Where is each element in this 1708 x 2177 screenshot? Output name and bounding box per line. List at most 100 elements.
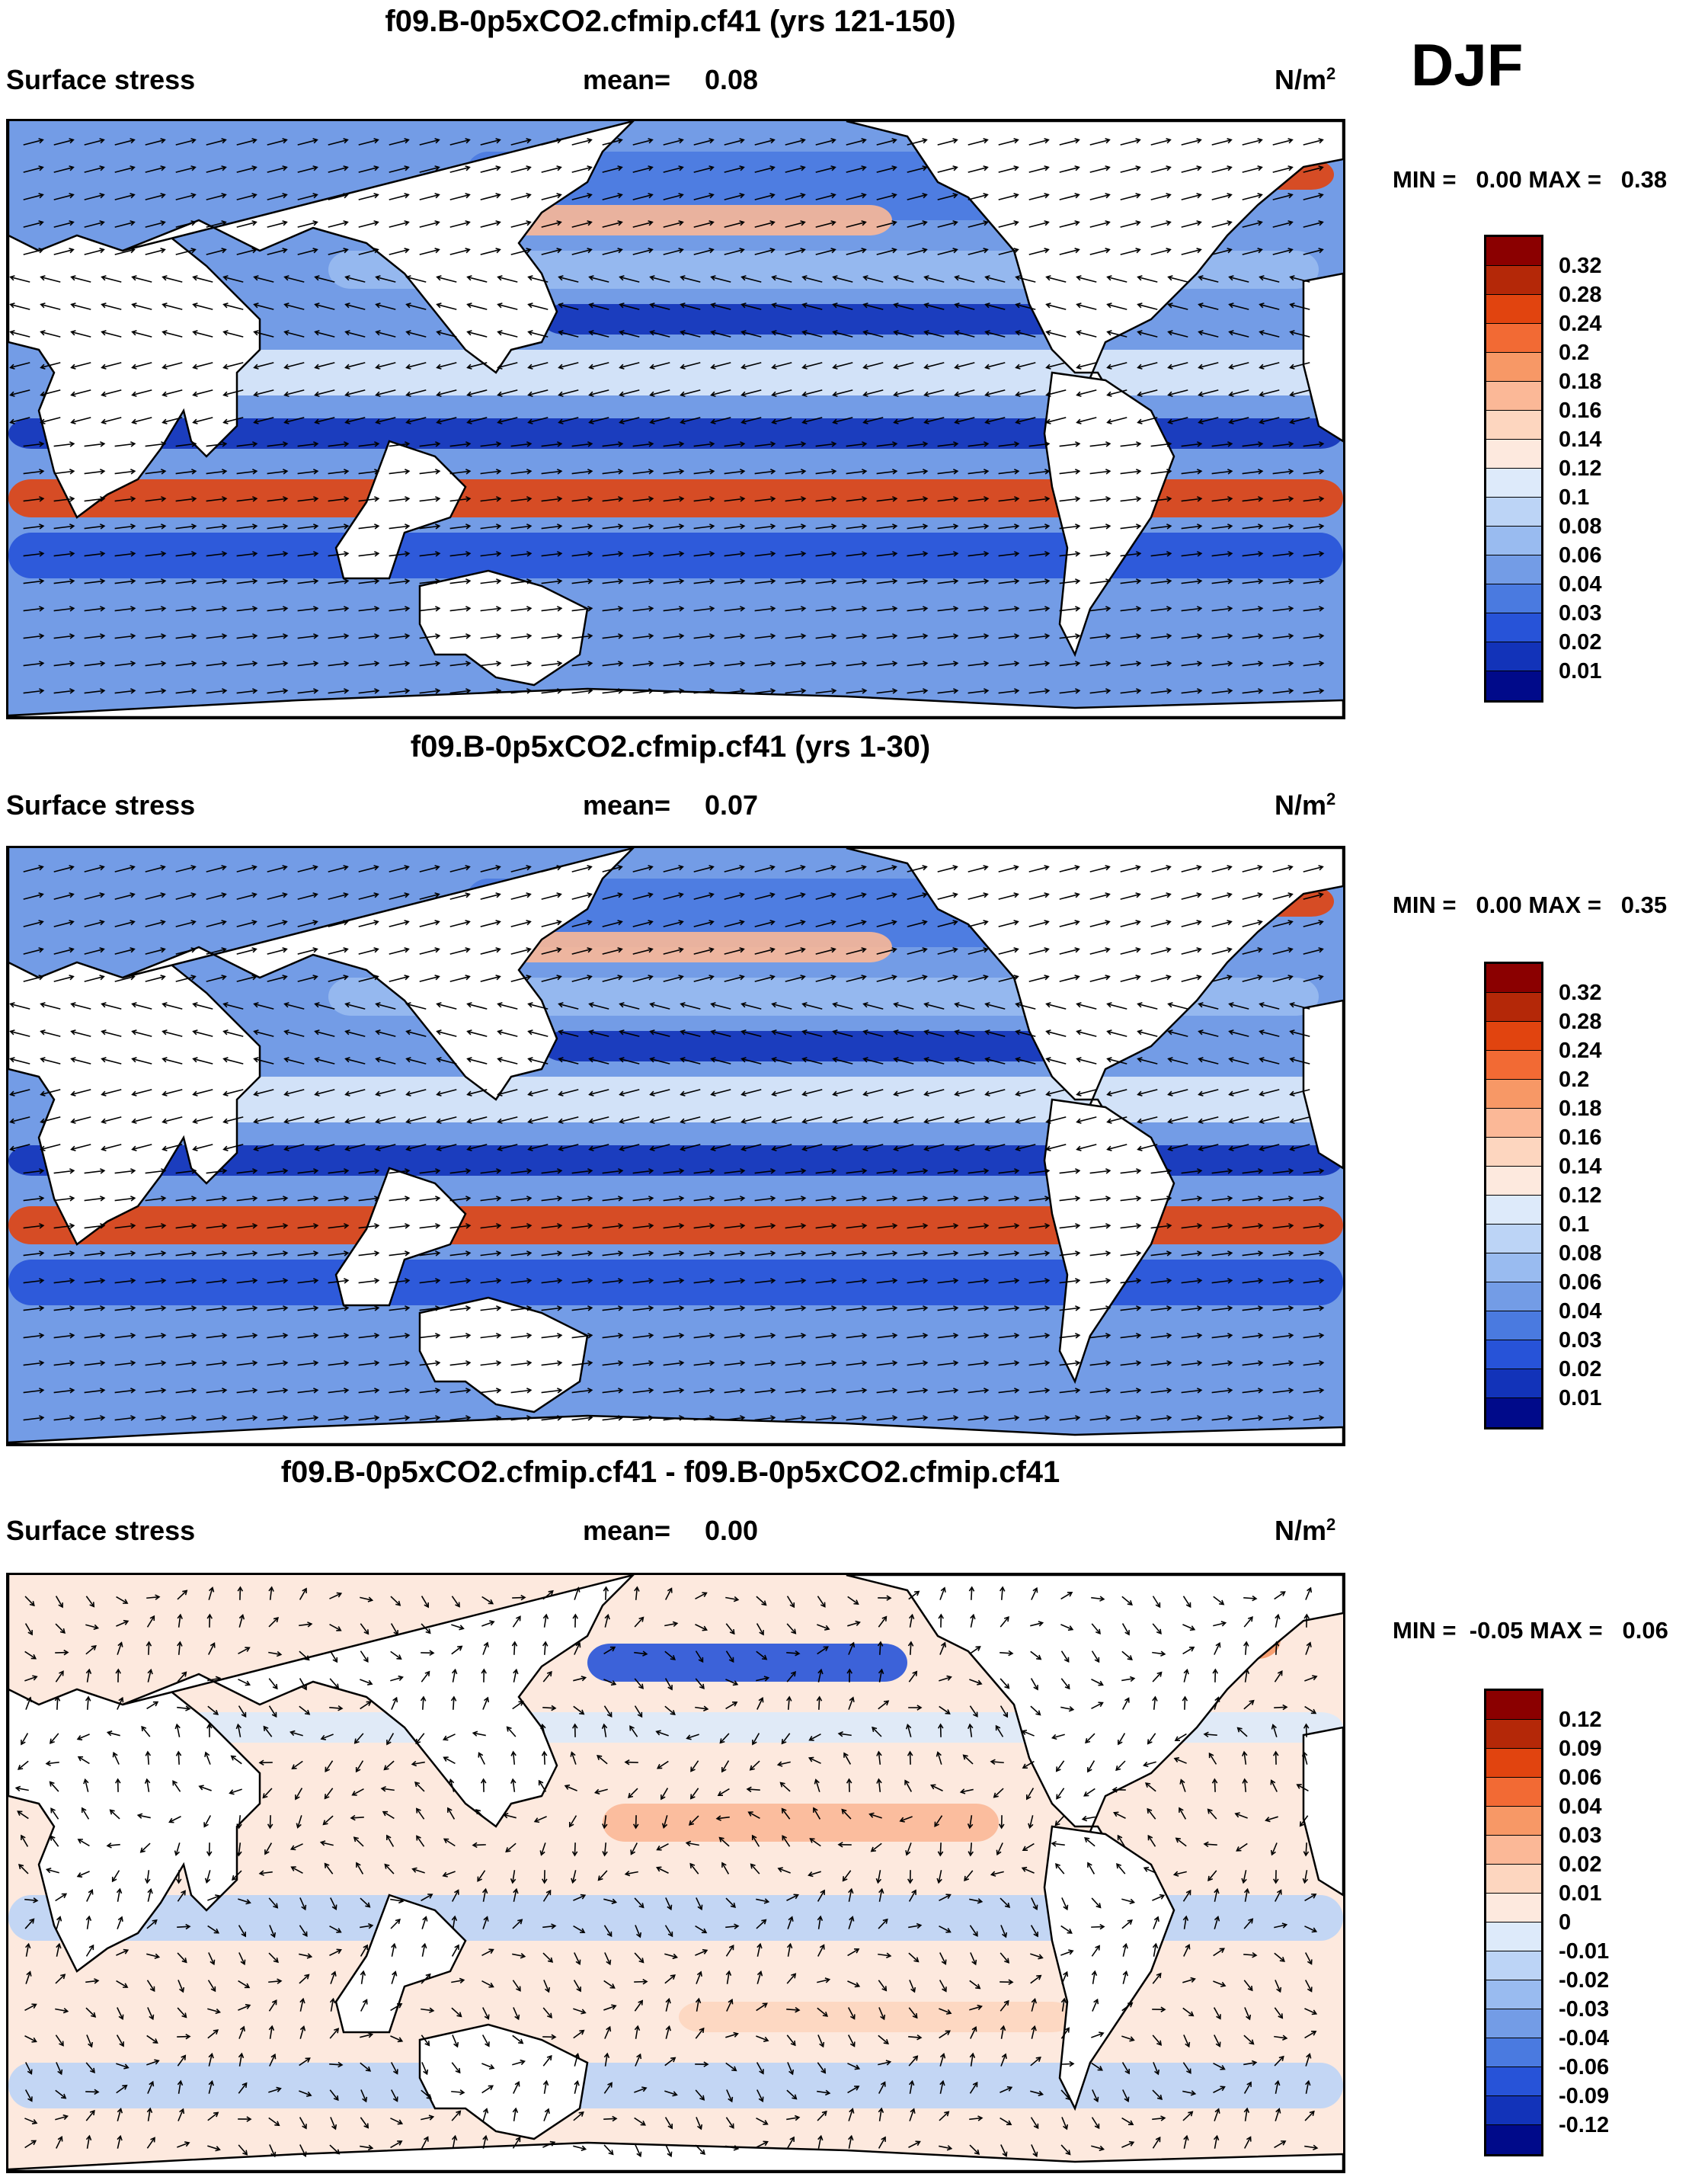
vector-head bbox=[861, 138, 867, 144]
vector-shaft bbox=[848, 1889, 852, 1902]
vector-shaft bbox=[358, 920, 379, 927]
vector-shaft bbox=[419, 1279, 440, 1284]
vector-head bbox=[739, 865, 745, 871]
vector-shaft bbox=[695, 1650, 704, 1663]
vector-head bbox=[862, 418, 868, 424]
vector-shaft bbox=[632, 1279, 653, 1284]
vector-head bbox=[1045, 275, 1051, 281]
vector-shaft bbox=[785, 1170, 805, 1174]
vector-head bbox=[1319, 1305, 1325, 1311]
vector-shaft bbox=[1304, 1926, 1317, 1932]
vector-head bbox=[283, 1057, 289, 1063]
vector-head bbox=[571, 1851, 578, 1857]
vector-head bbox=[619, 1002, 625, 1008]
vector-head bbox=[130, 1250, 136, 1257]
vector-shaft bbox=[175, 1279, 196, 1284]
vector-shaft bbox=[71, 389, 91, 396]
vector-shaft bbox=[1030, 1678, 1038, 1690]
vector-head bbox=[436, 303, 442, 309]
vector-head bbox=[649, 391, 655, 397]
vector-head bbox=[215, 1676, 222, 1682]
vector-head bbox=[1258, 1333, 1264, 1339]
vector-head bbox=[14, 1785, 21, 1791]
vector-head bbox=[734, 1923, 740, 1929]
vector-head bbox=[953, 1196, 959, 1202]
vector-head bbox=[483, 1641, 489, 1647]
vector-head bbox=[443, 1838, 449, 1844]
vector-shaft bbox=[721, 1760, 730, 1772]
vector-head bbox=[1227, 165, 1233, 171]
vector-head bbox=[945, 1927, 952, 1933]
vector-head bbox=[740, 1415, 746, 1421]
vector-shaft bbox=[449, 920, 470, 927]
vector-shaft bbox=[968, 948, 988, 955]
vector-head bbox=[1182, 1695, 1188, 1702]
vector-shaft bbox=[267, 194, 287, 200]
vector-shaft bbox=[1059, 1417, 1079, 1421]
vector-shaft bbox=[1120, 690, 1140, 694]
vector-shaft bbox=[1272, 975, 1293, 982]
weak-stress-north-pacific bbox=[465, 879, 1044, 947]
vector-shaft bbox=[1120, 1252, 1140, 1257]
vector-shaft bbox=[1211, 470, 1232, 475]
vector-shaft bbox=[1089, 443, 1110, 447]
vector-shaft bbox=[772, 1116, 792, 1123]
vector-head bbox=[1167, 1090, 1173, 1097]
vector-shaft bbox=[787, 1916, 793, 1929]
vector-shaft bbox=[421, 1671, 430, 1682]
vector-head bbox=[781, 1739, 787, 1745]
vector-head bbox=[638, 1958, 644, 1964]
vector-head bbox=[497, 303, 503, 309]
vector-shaft bbox=[175, 975, 196, 982]
vector-head bbox=[954, 1145, 960, 1151]
vector-head bbox=[99, 975, 105, 981]
vector-shaft bbox=[53, 1225, 74, 1229]
vector-head bbox=[465, 138, 471, 144]
vector-head bbox=[770, 523, 776, 530]
vector-shaft bbox=[510, 248, 531, 255]
vector-shaft bbox=[177, 1890, 186, 1902]
vector-head bbox=[587, 1250, 593, 1257]
vector-head bbox=[253, 330, 259, 336]
vector-head bbox=[1105, 1278, 1111, 1284]
vector-head bbox=[314, 303, 320, 309]
vector-head bbox=[497, 1090, 503, 1097]
vector-head bbox=[69, 892, 75, 898]
vector-shaft bbox=[1243, 1616, 1253, 1628]
vector-shaft bbox=[1107, 1144, 1127, 1151]
vector-head bbox=[1045, 1118, 1051, 1124]
vector-head bbox=[526, 661, 533, 667]
vector-head bbox=[161, 688, 167, 694]
vector-shaft bbox=[1303, 920, 1323, 927]
vector-head bbox=[252, 551, 258, 557]
panel-1-units: N/m2 bbox=[1275, 64, 1336, 95]
vector-head bbox=[192, 1090, 198, 1097]
vector-shaft bbox=[693, 552, 714, 557]
vector-head bbox=[923, 1333, 929, 1339]
vector-head bbox=[1015, 303, 1021, 309]
vector-head bbox=[618, 1223, 624, 1229]
vector-shaft bbox=[86, 1890, 93, 1902]
colorbar-swatch bbox=[1486, 1138, 1541, 1167]
vector-head bbox=[70, 1002, 76, 1008]
vector-head bbox=[466, 1145, 472, 1151]
vector-shaft bbox=[1181, 1170, 1201, 1174]
colorbar-tick-label: 0.32 bbox=[1559, 981, 1602, 1005]
vector-head bbox=[648, 633, 654, 639]
vector-shaft bbox=[528, 1058, 549, 1064]
vector-shaft bbox=[937, 1307, 958, 1311]
vector-shaft bbox=[145, 975, 165, 982]
vector-shaft bbox=[206, 1417, 226, 1421]
vector-head bbox=[557, 1305, 563, 1311]
vector-head bbox=[791, 1671, 796, 1677]
vector-shaft bbox=[907, 248, 927, 255]
vector-head bbox=[721, 1767, 727, 1773]
vector-shaft bbox=[71, 362, 91, 369]
vector-shaft bbox=[236, 1417, 257, 1421]
vector-shaft bbox=[754, 948, 775, 955]
vector-head bbox=[130, 1415, 136, 1421]
vector-shaft bbox=[785, 139, 805, 146]
vector-head bbox=[678, 892, 684, 898]
vector-shaft bbox=[199, 1785, 212, 1791]
vector-head bbox=[283, 1223, 289, 1229]
